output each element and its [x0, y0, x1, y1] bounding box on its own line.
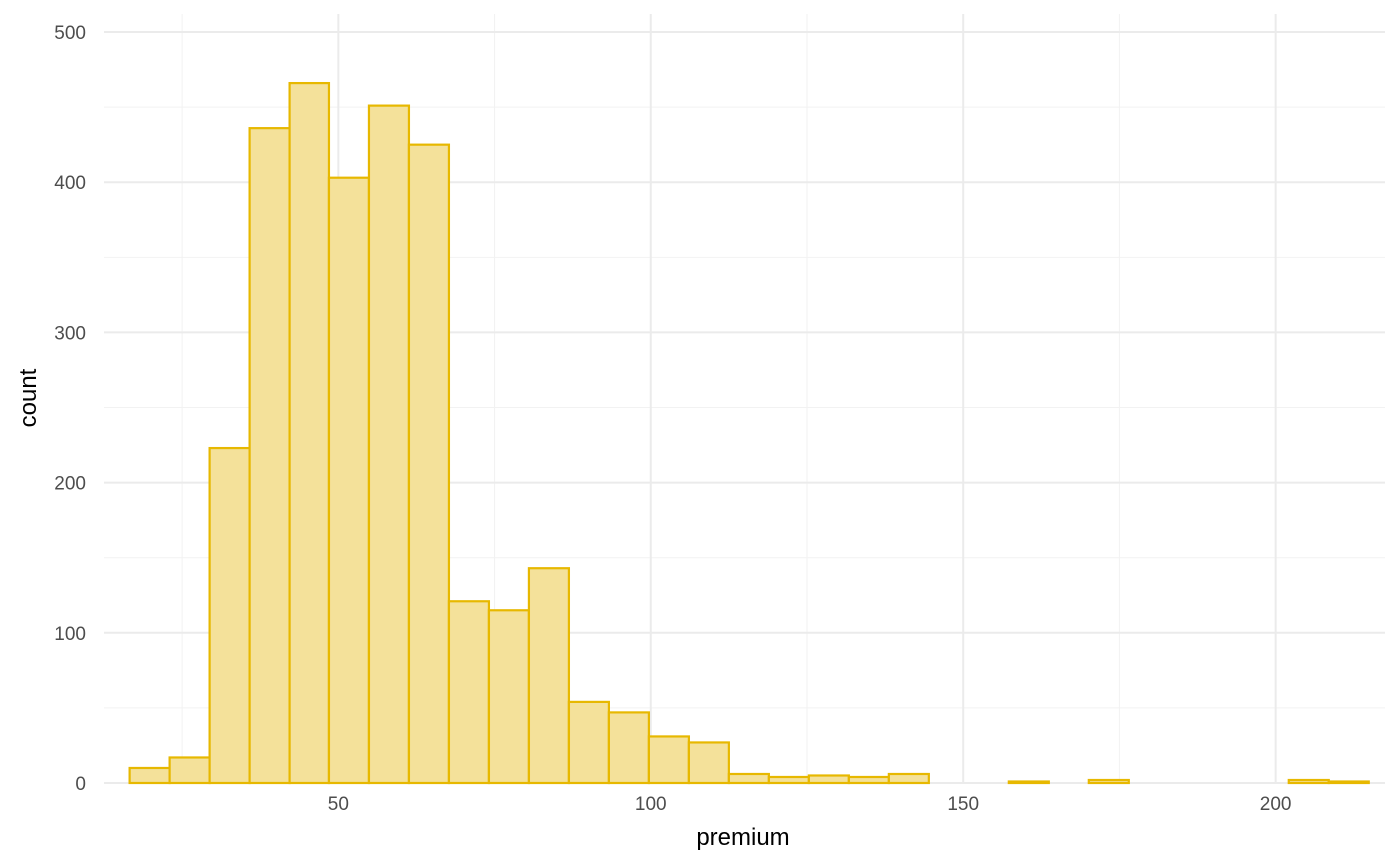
- x-tick-label: 150: [947, 794, 979, 815]
- histogram-bar: [727, 772, 770, 785]
- histogram-bar: [647, 735, 690, 785]
- histogram-bar: [767, 775, 810, 785]
- histogram-bar: [1007, 780, 1050, 785]
- histogram-bar: [327, 176, 371, 785]
- histogram-bar: [248, 127, 291, 785]
- histogram-bar: [487, 609, 531, 785]
- histogram-bar: [128, 766, 171, 785]
- histogram-bar: [887, 772, 930, 785]
- y-axis-title: count: [15, 368, 42, 427]
- x-tick-label: 50: [328, 794, 349, 815]
- y-tick-label: 400: [54, 173, 86, 194]
- y-tick-label: 200: [54, 474, 86, 495]
- x-axis-tick-labels: 50 100 150 200: [328, 794, 1292, 815]
- histogram-bar: [687, 741, 730, 785]
- histogram-bar: [367, 104, 411, 785]
- histogram-bar: [407, 143, 451, 785]
- x-tick-label: 100: [635, 794, 667, 815]
- y-tick-label: 500: [54, 23, 86, 44]
- y-axis-tick-labels: 0 100 200 300 400 500: [54, 23, 86, 795]
- x-axis-title: premium: [696, 824, 789, 851]
- histogram-bar: [168, 756, 211, 785]
- y-tick-label: 300: [54, 323, 86, 344]
- histogram-bar: [1087, 778, 1130, 785]
- histogram-bar: [447, 600, 491, 785]
- histogram-bar: [567, 700, 611, 785]
- histogram-bar: [527, 567, 571, 785]
- y-tick-label: 100: [54, 624, 86, 645]
- histogram-bar: [607, 711, 650, 785]
- histogram-bar: [1287, 778, 1330, 785]
- histogram-bar: [807, 774, 850, 785]
- histogram-bar: [288, 81, 331, 785]
- histogram-bar: [847, 775, 890, 785]
- histogram-bar: [1327, 780, 1370, 785]
- y-tick-label: 0: [75, 774, 86, 795]
- histogram-bar: [208, 446, 251, 785]
- x-tick-label: 200: [1260, 794, 1292, 815]
- histogram-bars: [128, 81, 1370, 785]
